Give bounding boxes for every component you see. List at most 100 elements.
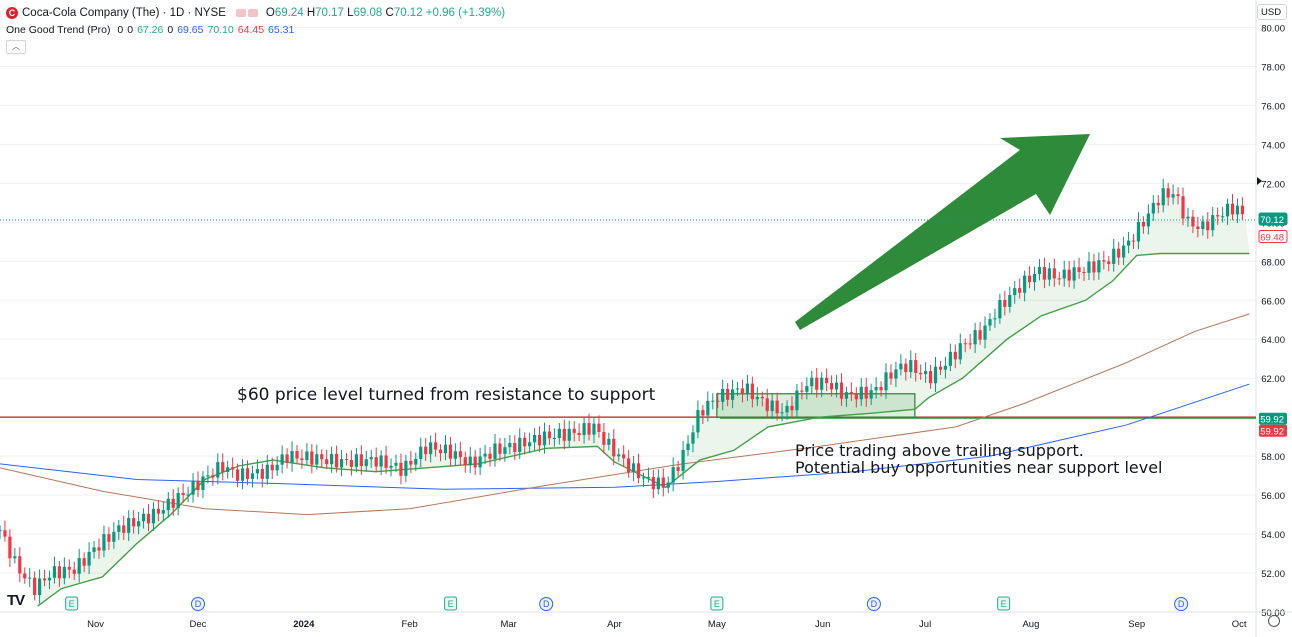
indicator-value: 69.65 [177, 24, 204, 36]
candle-body [904, 363, 908, 373]
candle-body [23, 573, 27, 579]
earnings-marker [997, 596, 1011, 611]
candle-body [280, 454, 284, 465]
candle-body [686, 443, 690, 450]
candle-body [72, 569, 76, 574]
candle-body [1225, 203, 1230, 217]
candle-body [28, 577, 32, 579]
price-label-bg [1258, 212, 1288, 226]
candle-body [849, 392, 853, 395]
y-tick-label: 76.00 [1261, 101, 1285, 112]
price-label: 69.48 [1260, 232, 1284, 243]
ohlc-readout: O69.24 H70.17 L69.08 C70.12 +0.96 (+1.39… [265, 7, 506, 19]
candle-body [132, 518, 136, 527]
candle-body [414, 458, 418, 465]
y-tick-label: 66.00 [1261, 296, 1285, 307]
candle-body [503, 447, 507, 454]
price-label-bg [1259, 424, 1287, 437]
candle-body [1042, 267, 1047, 280]
candle-body [255, 468, 259, 474]
chart-header: C Coca-Cola Company (The) · 1D · NYSE O6… [6, 5, 505, 21]
candle-body [300, 458, 304, 461]
gear-icon[interactable] [1268, 615, 1280, 627]
candle-body [572, 428, 576, 433]
x-tick-label: Apr [607, 619, 622, 630]
symbol-title[interactable]: Coca-Cola Company (The) · 1D · NYSE [22, 7, 226, 19]
y-tick-label: 72.00 [1261, 179, 1285, 190]
candle-body [820, 377, 824, 390]
candle-body [691, 432, 695, 444]
candle-body [117, 525, 121, 532]
candle-body [676, 467, 680, 471]
earnings-marker [65, 596, 79, 611]
candle-body [1112, 248, 1116, 264]
candle-body [1211, 215, 1215, 231]
candle-body [141, 513, 146, 522]
x-tick-label: Jun [815, 619, 830, 630]
candle-body [47, 577, 52, 581]
candle-body [270, 464, 274, 471]
candle-body [419, 446, 423, 459]
x-tick-label: Aug [1022, 619, 1039, 630]
candle-body [1052, 268, 1056, 279]
candle-body [829, 383, 834, 390]
candle-body [711, 400, 715, 402]
candle-body [1008, 295, 1012, 307]
candle-body [1221, 216, 1225, 218]
indicator-legend[interactable]: One Good Trend (Pro) 0 0 67.26 0 69.65 70.10 6… [6, 24, 302, 36]
candle-body [1181, 196, 1185, 219]
candle-body [899, 363, 903, 370]
x-tick-label: Sep [1128, 619, 1145, 630]
candle-body [354, 454, 358, 467]
coca-cola-logo-icon: C [6, 7, 18, 19]
candle-body [607, 438, 611, 445]
candle-body [681, 449, 685, 471]
flag-icon[interactable] [235, 9, 258, 17]
candle-body [42, 578, 47, 581]
earnings-marker-label: E [448, 599, 454, 609]
candle-body [933, 366, 938, 384]
candle-body [1087, 261, 1091, 273]
candle-body [359, 454, 363, 467]
currency-selector[interactable]: USD [1257, 4, 1287, 20]
candle-body [869, 390, 873, 399]
indicator-name: One Good Trend (Pro) [6, 24, 111, 36]
candle-body [37, 578, 42, 595]
candle-body [1141, 221, 1146, 227]
dividend-marker [190, 597, 205, 611]
candle-body [562, 428, 566, 441]
candle-body [468, 456, 472, 466]
candle-body [928, 371, 933, 384]
candle-body [735, 388, 740, 390]
candle-body [542, 431, 547, 446]
candle-body [77, 558, 81, 574]
y-tick-label: 62.00 [1261, 374, 1285, 385]
candle-body [221, 462, 225, 472]
candle-body [1067, 269, 1071, 281]
candle-body [448, 444, 453, 459]
y-tick-label: 68.00 [1261, 257, 1285, 268]
tradingview-logo[interactable]: TV [7, 592, 25, 609]
candle-body [706, 400, 710, 416]
candle-body [1161, 188, 1165, 206]
indicator-values: 0 0 67.26 0 69.65 70.10 64.45 65.31 [117, 24, 298, 36]
collapse-legend-button[interactable]: ︿ [6, 40, 26, 54]
dividend-marker-label: D [543, 599, 550, 609]
y-tick-label: 64.00 [1261, 335, 1285, 346]
candle-body [924, 371, 928, 375]
candle-body [1191, 216, 1195, 227]
candle-body [909, 360, 913, 373]
candle-body [884, 372, 888, 391]
candle-body [424, 446, 428, 455]
candle-body [245, 468, 250, 479]
moving-average-blue [0, 383, 1250, 490]
candle-body [1131, 240, 1136, 242]
price-label-bg [1259, 412, 1287, 425]
candle-body [1027, 275, 1032, 283]
candle-body [740, 388, 745, 395]
candle-body [473, 456, 477, 468]
candle-body [854, 394, 858, 400]
candle-body [968, 343, 972, 345]
candle-body [156, 508, 160, 514]
